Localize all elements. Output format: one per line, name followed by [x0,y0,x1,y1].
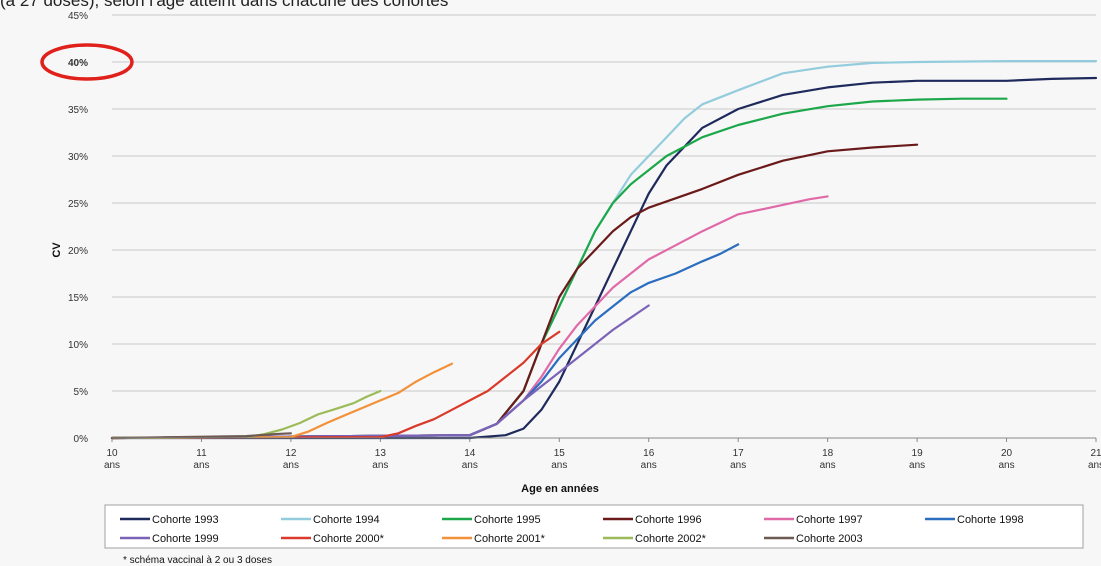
x-tick-sublabel: ans [909,460,925,471]
x-tick-label: 13 [375,448,387,459]
legend-label-cohorte-1993: Cohorte 1993 [152,514,219,526]
series-line-cohorte-2001 [110,362,453,440]
x-tick-label: 17 [733,448,745,459]
x-tick-label: 15 [554,448,566,459]
gridlines [112,14,1096,392]
y-tick-label: 0% [74,434,89,445]
legend-label-cohorte-1996: Cohorte 1996 [635,514,702,526]
x-tick-sublabel: ans [998,460,1014,471]
x-tick-sublabel: ans [820,460,836,471]
y-tick-label: 20% [68,246,88,257]
x-tick-sublabel: ans [372,460,388,471]
series-line-cohorte-1999 [110,304,650,440]
y-tick-label: 10% [68,340,88,351]
y-tick-label: 25% [68,199,88,210]
series-line-cohorte-2000 [110,330,561,440]
legend-box [104,504,1084,549]
x-tick-sublabel: ans [551,460,567,471]
series-line-cohorte-1993 [110,76,1098,440]
x-tick-sublabel: ans [1088,460,1101,471]
y-tick-label: 40% [68,58,88,69]
highlight-circle [40,43,134,81]
series-line-cohorte-1997 [110,195,829,440]
legend: Cohorte 1993 Cohorte 1994 Cohorte 1995 Coho… [120,514,1024,545]
x-axis-title: Age en années [521,483,599,495]
legend-label-cohorte-2001: Cohorte 2001* [474,533,546,545]
x-tick-label: 19 [912,448,924,459]
x-tick-label: 14 [464,448,476,459]
legend-label-cohorte-2003: Cohorte 2003 [796,533,863,545]
x-tick-sublabel: ans [283,460,299,471]
y-tick-label: 45% [68,11,88,22]
y-tick-label: 30% [68,152,88,163]
x-tick-label: 16 [643,448,655,459]
legend-label-cohorte-2000: Cohorte 2000* [313,533,385,545]
legend-label-cohorte-1998: Cohorte 1998 [957,514,1024,526]
legend-label-cohorte-2002: Cohorte 2002* [635,533,707,545]
footnote: * schéma vaccinal à 2 ou 3 doses [123,555,272,566]
x-tick-sublabel: ans [730,460,746,471]
header-text: (à 27 doses), selon l'âge atteint dans c… [0,0,449,10]
x-tick-sublabel: ans [104,460,120,471]
series-lines [110,60,1098,440]
x-tick-label: 21 [1090,448,1101,459]
y-axis-ticks: 0% 5% 10% 15% 20% 25% 30% 35% 40% 45% [68,11,88,445]
series-line-cohorte-1996 [110,143,919,440]
series-line-cohorte-2002 [110,389,382,440]
y-axis-title: CV [51,242,63,258]
x-tick-label: 11 [196,448,207,459]
y-tick-label: 35% [68,105,88,116]
x-axis-ticks: 10ans11ans12ans13ans14ans15ans16ans17ans… [104,438,1101,471]
y-tick-label: 15% [68,293,88,304]
legend-label-cohorte-1995: Cohorte 1995 [474,514,541,526]
x-tick-label: 10 [106,448,118,459]
x-tick-label: 12 [285,448,297,459]
legend-label-cohorte-1999: Cohorte 1999 [152,533,219,545]
x-tick-sublabel: ans [641,460,657,471]
series-line-cohorte-1998 [110,243,740,440]
x-tick-sublabel: ans [193,460,209,471]
series-line-cohorte-1995 [110,97,1008,440]
x-tick-sublabel: ans [462,460,478,471]
series-line-cohorte-2003 [110,432,292,440]
x-tick-label: 18 [822,448,834,459]
x-tick-label: 20 [1001,448,1013,459]
legend-label-cohorte-1997: Cohorte 1997 [796,514,863,526]
y-tick-label: 5% [74,387,89,398]
legend-label-cohorte-1994: Cohorte 1994 [313,514,380,526]
